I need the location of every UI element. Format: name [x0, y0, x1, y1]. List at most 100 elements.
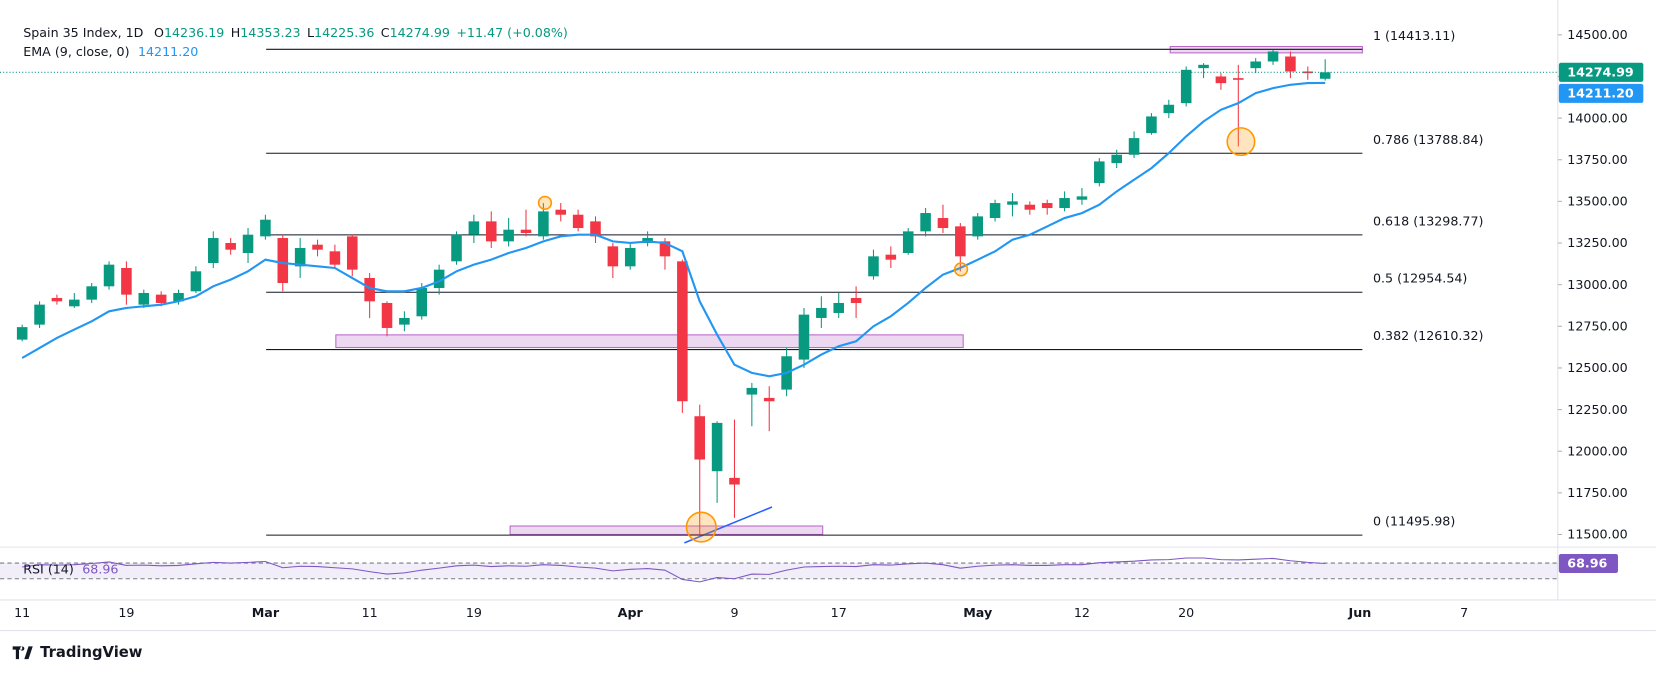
candle-body — [503, 229, 514, 242]
x-tick-label: 20 — [1178, 605, 1194, 620]
candle-body — [1076, 196, 1088, 200]
candle-body — [329, 251, 341, 265]
y-tick-label: 12500.00 — [1567, 360, 1627, 375]
candle-body — [607, 246, 619, 267]
candle-body — [485, 221, 497, 242]
candle-body — [972, 216, 983, 237]
candle-body — [538, 211, 549, 237]
legend-item: Spain 35 Index, 1D — [23, 25, 143, 40]
candle-body — [346, 236, 358, 270]
plot-area: 11500.00 11750.00 12000.00 12250.00 12500.00… — [0, 27, 1644, 620]
candle-body — [816, 307, 827, 318]
candle-body — [729, 477, 740, 485]
candle-body — [1233, 78, 1244, 80]
candle-body — [294, 248, 306, 267]
candle-body — [1319, 72, 1331, 79]
candle-body — [590, 221, 601, 237]
candle-body — [955, 226, 966, 257]
candle-body — [1250, 61, 1261, 69]
candle-body — [555, 209, 567, 215]
level-label: 1 (14413.11) — [1373, 28, 1455, 43]
candle-body — [694, 416, 706, 460]
logo-mark — [12, 646, 33, 660]
candle-body — [433, 269, 445, 288]
level-label: 0.382 (12610.32) — [1373, 328, 1484, 343]
candle-body — [902, 231, 914, 254]
candle-body — [1007, 201, 1018, 205]
price-tag-label: 14274.99 — [1567, 65, 1633, 80]
rsi-tag-label: 68.96 — [1567, 556, 1607, 571]
candle-body — [868, 256, 879, 277]
zone — [335, 334, 964, 349]
candle-body — [312, 244, 323, 250]
legend-item: +11.47 (+0.08%) — [456, 25, 568, 40]
price-tag — [1558, 62, 1644, 82]
candle-body — [711, 422, 723, 472]
y-tick-label: 13500.00 — [1567, 194, 1627, 209]
candle-body — [798, 314, 810, 360]
legend: Spain 35 Index, 1D O14236.19 H14353.23 L142… — [23, 25, 568, 40]
candle-body — [16, 327, 28, 340]
candle-body — [155, 294, 167, 303]
legend: RSI (14) 68.96 — [23, 562, 118, 577]
candle-body — [416, 287, 428, 317]
candle-body — [208, 238, 219, 264]
candle-body — [885, 254, 897, 260]
candle-body — [1180, 69, 1192, 104]
x-tick-label: 17 — [831, 605, 847, 620]
candle-body — [242, 234, 254, 254]
legend-item: RSI (14) — [23, 562, 74, 577]
x-tick-label: 7 — [1460, 605, 1468, 620]
legend-item: O — [154, 25, 164, 40]
candle-body — [399, 317, 410, 325]
candle-body — [1302, 71, 1314, 74]
candle-body — [86, 286, 97, 300]
legend-item: 14236.19 — [164, 25, 224, 40]
highlight-circle — [1226, 127, 1256, 157]
x-tick-label: Apr — [618, 605, 644, 620]
candle-body — [920, 213, 931, 232]
x-tick-label: 12 — [1074, 605, 1090, 620]
candle-body — [1163, 104, 1175, 114]
candle-body — [746, 387, 758, 395]
ema-tag-label: 14211.20 — [1567, 86, 1634, 101]
legend-item: H — [231, 25, 241, 40]
legend-item: C — [381, 25, 390, 40]
candle-body — [190, 271, 202, 292]
candle-body — [121, 268, 132, 295]
candle-body — [833, 302, 845, 313]
candle-body — [520, 229, 532, 234]
level-label: 0 (11495.98) — [1373, 514, 1455, 529]
y-tick-label: 11750.00 — [1567, 485, 1627, 500]
y-tick-label: 13000.00 — [1567, 277, 1627, 292]
highlight-circle — [953, 262, 969, 277]
x-tick-label: 19 — [466, 605, 482, 620]
candle-body — [1128, 138, 1140, 155]
candle-body — [277, 238, 289, 283]
candle-body — [1285, 56, 1296, 72]
zone — [509, 525, 824, 535]
candle-body — [1198, 64, 1209, 69]
y-tick-label: 13250.00 — [1567, 235, 1627, 250]
legend-item: L — [307, 25, 314, 40]
candle-body — [260, 219, 271, 237]
legend-item: 14225.36 — [314, 25, 374, 40]
candle-body — [1267, 51, 1279, 62]
candle-body — [173, 292, 184, 302]
candle-body — [1041, 203, 1053, 209]
candle-body — [51, 297, 63, 302]
legend-item: 14353.23 — [240, 25, 300, 40]
x-tick-label: 11 — [14, 605, 30, 620]
candle-body — [69, 299, 80, 307]
y-tick-label: 14000.00 — [1567, 110, 1627, 125]
x-tick-label: 11 — [362, 605, 378, 620]
logo — [12, 646, 33, 660]
candle-body — [34, 304, 45, 325]
rsi-line — [22, 557, 1326, 583]
candle-body — [451, 234, 462, 262]
legend-item: 14211.20 — [138, 44, 198, 59]
rsi-tag — [1558, 553, 1618, 573]
